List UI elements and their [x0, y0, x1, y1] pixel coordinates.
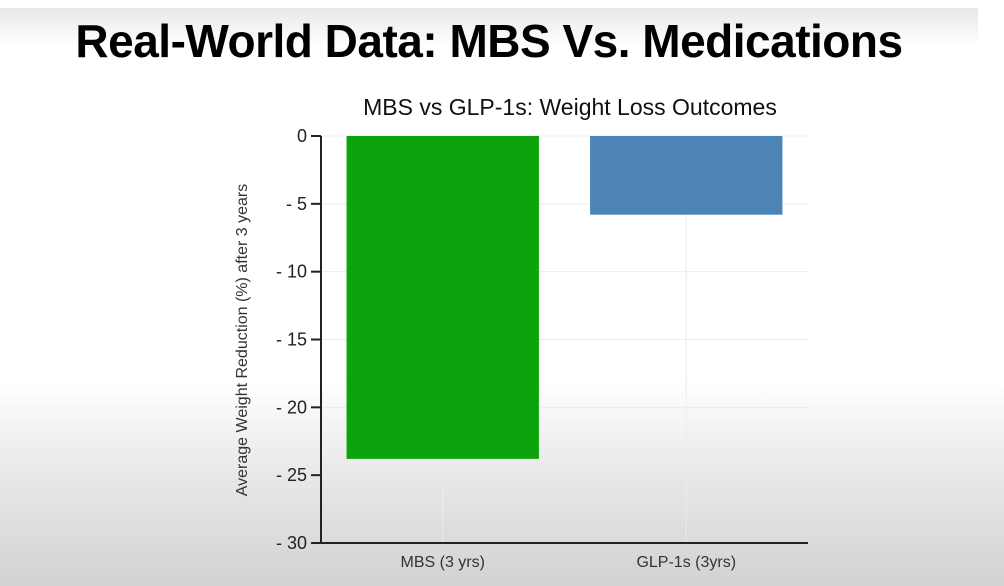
y-tick-label: - 25 [276, 465, 307, 485]
chart-title: MBS vs GLP-1s: Weight Loss Outcomes [363, 94, 777, 120]
y-tick-label: - 20 [276, 397, 307, 417]
y-axis-label: Average Weight Reduction (%) after 3 yea… [234, 184, 251, 496]
bar-glp1 [590, 136, 783, 215]
y-tick-label: - 5 [286, 194, 307, 214]
x-tick-label: MBS (3 yrs) [401, 554, 485, 571]
y-tick-label: 0 [297, 126, 307, 146]
y-tick-label: - 10 [276, 262, 307, 282]
bar-mbs [346, 136, 539, 459]
top-band [0, 0, 1004, 6]
x-tick-label: GLP-1s (3yrs) [636, 554, 736, 571]
y-tick-label: - 30 [276, 533, 307, 553]
y-tick-label: - 15 [276, 330, 307, 350]
slide-title: Real-World Data: MBS Vs. Medications [0, 8, 978, 74]
